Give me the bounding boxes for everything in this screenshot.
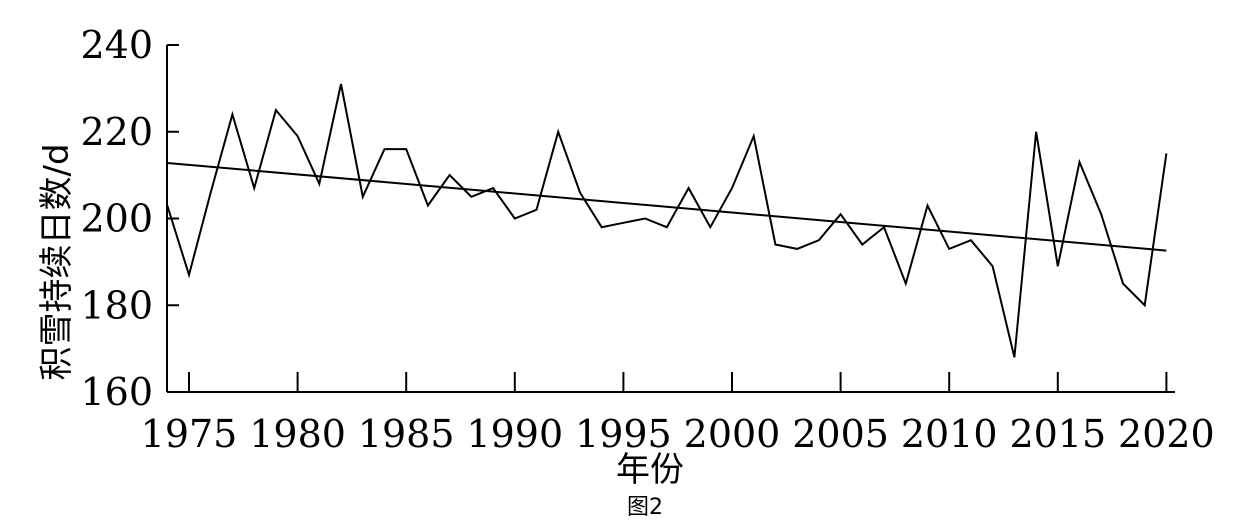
- x-tick-label: 2015: [1009, 412, 1106, 456]
- x-tick-label: 2010: [901, 412, 998, 456]
- x-tick-label: 1995: [575, 412, 672, 456]
- y-tick-label: 160: [80, 370, 153, 414]
- y-tick-label: 200: [80, 197, 153, 241]
- series-line: [166, 83, 1168, 358]
- x-axis-title: 年份: [616, 450, 684, 490]
- y-axis-title: 积雪持续日数/d: [37, 143, 77, 380]
- x-tick-label: 2020: [1118, 412, 1215, 456]
- figure-caption: 图2: [627, 495, 663, 520]
- y-tick-label: 220: [80, 110, 153, 154]
- y-tick-label: 180: [80, 283, 153, 327]
- x-tick-label: 2005: [792, 412, 889, 456]
- x-tick-label: 1985: [358, 412, 455, 456]
- x-tick-label: 2000: [684, 412, 781, 456]
- y-tick-label: 240: [80, 23, 153, 67]
- x-tick-label: 1975: [141, 412, 238, 456]
- series-layer: [166, 83, 1168, 358]
- trend-line: [167, 161, 1167, 252]
- x-tick-label: 1980: [249, 412, 346, 456]
- x-tick-label: 1990: [466, 412, 563, 456]
